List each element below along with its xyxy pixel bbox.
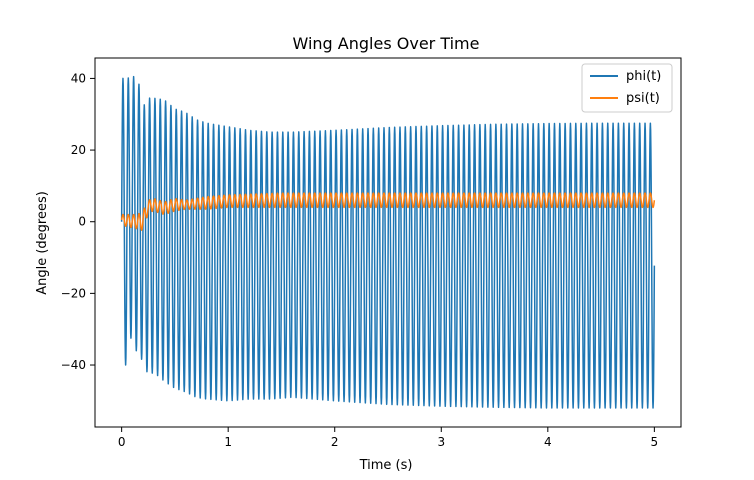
y-axis-label: Angle (degrees) xyxy=(35,191,50,295)
x-tick-label: 0 xyxy=(118,435,126,449)
series-line-psi xyxy=(120,192,656,231)
x-axis-ticks: 0 1 2 3 4 5 xyxy=(118,427,658,449)
y-tick-label: −40 xyxy=(61,358,86,372)
x-axis-label: Time (s) xyxy=(359,458,413,473)
y-tick-label: −20 xyxy=(61,286,86,300)
x-tick-label: 5 xyxy=(651,435,659,449)
series-layer xyxy=(120,75,656,409)
plot-frame xyxy=(94,57,682,428)
x-tick-label: 1 xyxy=(224,435,232,449)
chart-title: Wing Angles Over Time xyxy=(293,34,480,53)
x-tick-label: 2 xyxy=(331,435,339,449)
y-tick-label: 40 xyxy=(71,71,86,85)
legend-label-psi: psi(t) xyxy=(626,91,660,106)
series-line-phi xyxy=(120,75,656,409)
x-tick-label: 4 xyxy=(544,435,552,449)
y-tick-label: 20 xyxy=(71,143,86,157)
legend-label-phi: phi(t) xyxy=(626,69,661,84)
x-tick-label: 3 xyxy=(437,435,445,449)
y-tick-label: 0 xyxy=(78,215,86,229)
y-axis-ticks: −40 −20 0 20 40 xyxy=(61,71,95,372)
legend: phi(t) psi(t) xyxy=(581,63,673,113)
